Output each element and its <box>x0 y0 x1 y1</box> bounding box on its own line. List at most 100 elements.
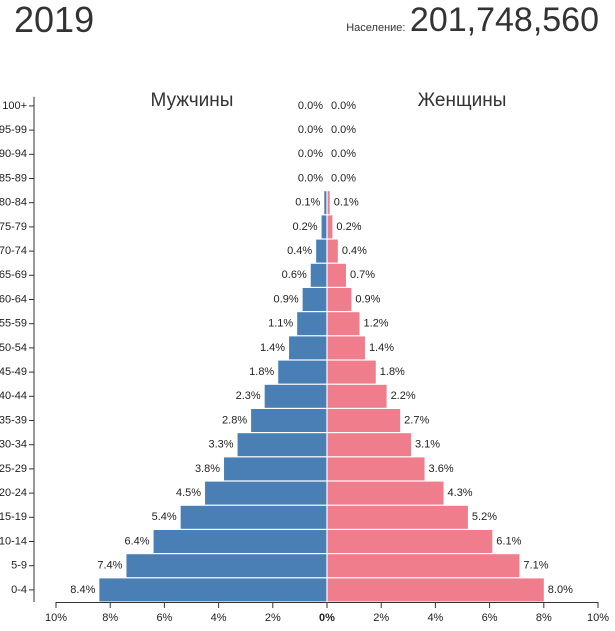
male-value-label: 0.0% <box>298 148 323 160</box>
age-group-label: 30-34 <box>0 439 27 451</box>
female-value-label: 0.0% <box>331 100 356 112</box>
female-bar <box>327 433 412 457</box>
age-group-label: 90-94 <box>0 148 27 160</box>
male-bar <box>278 360 327 384</box>
female-value-label: 0.0% <box>331 148 356 160</box>
male-bar <box>302 288 327 311</box>
male-value-label: 6.4% <box>124 535 149 547</box>
female-bar <box>327 312 360 336</box>
male-value-label: 8.4% <box>70 584 95 596</box>
age-group-label: 65-69 <box>0 269 27 281</box>
female-bar <box>327 457 425 481</box>
male-value-label: 0.1% <box>295 197 320 209</box>
female-value-label: 0.2% <box>336 221 361 233</box>
female-value-label: 0.0% <box>331 124 356 136</box>
female-value-label: 0.1% <box>334 197 359 209</box>
male-bar <box>297 312 327 336</box>
x-tick-label: 4% <box>211 612 227 624</box>
male-value-label: 0.6% <box>282 269 307 281</box>
age-group-label: 60-64 <box>0 293 27 305</box>
female-value-label: 3.1% <box>415 439 440 451</box>
age-group-label: 25-29 <box>0 463 27 475</box>
female-bar <box>327 505 468 529</box>
male-value-label: 0.0% <box>298 100 323 112</box>
female-value-label: 7.1% <box>523 560 548 572</box>
female-value-label: 0.0% <box>331 172 356 184</box>
female-bar <box>327 288 352 311</box>
female-bar <box>327 215 333 239</box>
male-value-label: 2.3% <box>236 390 261 402</box>
year-title: 2019 <box>14 0 95 40</box>
female-bar <box>327 578 544 602</box>
male-value-label: 3.3% <box>208 439 233 451</box>
male-bar <box>180 505 327 529</box>
age-group-label: 55-59 <box>0 318 27 330</box>
female-value-label: 1.4% <box>369 342 394 354</box>
x-tick-label: 2% <box>265 612 281 624</box>
male-value-label: 7.4% <box>97 560 122 572</box>
age-group-label: 35-39 <box>0 414 27 426</box>
age-group-label: 50-54 <box>0 342 27 354</box>
male-value-label: 0.0% <box>298 124 323 136</box>
male-value-label: 1.4% <box>260 342 285 354</box>
x-tick-label: 2% <box>373 612 389 624</box>
x-tick-label: 4% <box>427 612 443 624</box>
male-bar <box>126 554 328 578</box>
male-bar <box>237 433 327 457</box>
age-group-label: 75-79 <box>0 221 27 233</box>
female-bar <box>327 239 338 263</box>
age-group-label: 70-74 <box>0 245 27 257</box>
female-bar <box>327 554 520 578</box>
female-value-label: 8.0% <box>548 584 573 596</box>
female-value-label: 1.2% <box>364 318 389 330</box>
age-group-label: 80-84 <box>0 197 27 209</box>
age-group-label: 40-44 <box>0 390 27 402</box>
age-group-label: 15-19 <box>0 511 27 523</box>
female-bar <box>327 360 376 384</box>
male-value-label: 1.8% <box>249 366 274 378</box>
age-group-label: 100+ <box>2 100 27 112</box>
female-bar <box>327 409 401 432</box>
male-value-label: 2.8% <box>222 414 247 426</box>
male-bar <box>251 409 327 432</box>
female-value-label: 3.6% <box>429 463 454 475</box>
age-group-label: 10-14 <box>0 535 27 547</box>
age-group-label: 85-89 <box>0 172 27 184</box>
x-tick-label: 10% <box>587 612 609 624</box>
female-bar <box>327 336 365 360</box>
female-value-label: 0.4% <box>342 245 367 257</box>
x-tick-label: 6% <box>156 612 172 624</box>
female-bar <box>327 263 346 287</box>
male-bar <box>205 481 327 505</box>
age-group-label: 5-9 <box>11 560 27 572</box>
population-label: Население: <box>346 22 406 34</box>
x-tick-label: 6% <box>482 612 498 624</box>
female-value-label: 0.7% <box>350 269 375 281</box>
male-value-label: 0.4% <box>287 245 312 257</box>
population-value: 201,748,560 <box>409 1 599 39</box>
x-tick-label: 8% <box>536 612 552 624</box>
female-bar <box>327 530 493 553</box>
age-group-label: 45-49 <box>0 366 27 378</box>
male-bar <box>153 530 327 553</box>
age-group-label: 95-99 <box>0 124 27 136</box>
male-bar <box>99 578 327 602</box>
female-value-label: 4.3% <box>448 487 473 499</box>
female-bar <box>327 481 444 505</box>
male-heading: Мужчины <box>151 90 234 111</box>
male-bar <box>264 384 327 408</box>
male-bar <box>224 457 327 481</box>
x-tick-label: 10% <box>45 612 67 624</box>
male-bar <box>324 191 327 215</box>
male-value-label: 0.9% <box>274 293 299 305</box>
female-heading: Женщины <box>418 90 507 111</box>
female-bar <box>327 384 387 408</box>
male-value-label: 4.5% <box>176 487 201 499</box>
female-value-label: 2.7% <box>404 414 429 426</box>
male-value-label: 3.8% <box>195 463 220 475</box>
female-value-label: 6.1% <box>496 535 521 547</box>
female-bar <box>327 191 330 215</box>
female-value-label: 0.9% <box>355 293 380 305</box>
age-group-label: 20-24 <box>0 487 27 499</box>
